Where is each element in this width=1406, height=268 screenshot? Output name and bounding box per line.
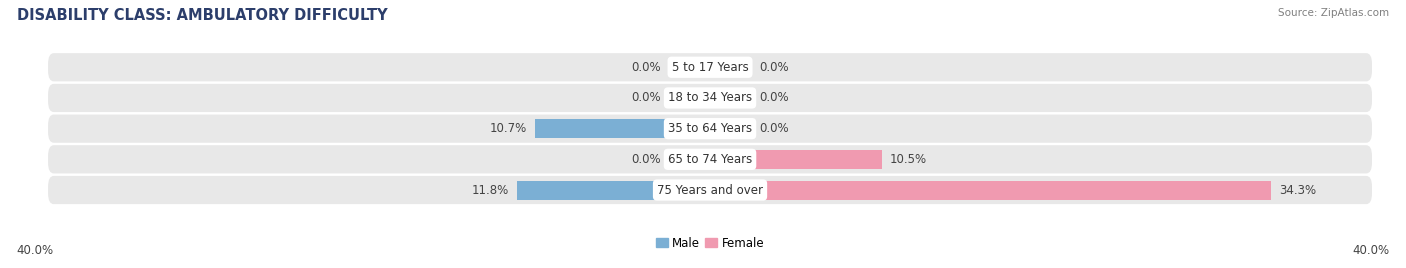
FancyBboxPatch shape	[48, 145, 1372, 173]
FancyBboxPatch shape	[48, 53, 1372, 81]
Bar	[669, 88, 710, 107]
Bar	[710, 58, 751, 77]
Bar	[517, 181, 710, 200]
Text: 0.0%: 0.0%	[631, 61, 661, 74]
Legend: Male, Female: Male, Female	[651, 232, 769, 255]
Text: Source: ZipAtlas.com: Source: ZipAtlas.com	[1278, 8, 1389, 18]
FancyBboxPatch shape	[48, 114, 1372, 143]
Text: DISABILITY CLASS: AMBULATORY DIFFICULTY: DISABILITY CLASS: AMBULATORY DIFFICULTY	[17, 8, 388, 23]
Text: 75 Years and over: 75 Years and over	[657, 184, 763, 196]
Bar	[710, 181, 1271, 200]
Text: 0.0%: 0.0%	[631, 91, 661, 105]
Text: 40.0%: 40.0%	[17, 244, 53, 257]
Text: 0.0%: 0.0%	[759, 61, 789, 74]
Text: 0.0%: 0.0%	[631, 153, 661, 166]
Text: 18 to 34 Years: 18 to 34 Years	[668, 91, 752, 105]
Text: 65 to 74 Years: 65 to 74 Years	[668, 153, 752, 166]
Text: 10.7%: 10.7%	[489, 122, 527, 135]
Bar	[710, 119, 751, 138]
Bar	[536, 119, 710, 138]
Text: 11.8%: 11.8%	[472, 184, 509, 196]
Text: 0.0%: 0.0%	[759, 91, 789, 105]
Text: 0.0%: 0.0%	[759, 122, 789, 135]
Text: 10.5%: 10.5%	[890, 153, 927, 166]
Text: 5 to 17 Years: 5 to 17 Years	[672, 61, 748, 74]
Text: 35 to 64 Years: 35 to 64 Years	[668, 122, 752, 135]
Text: 34.3%: 34.3%	[1279, 184, 1316, 196]
FancyBboxPatch shape	[48, 84, 1372, 112]
Bar	[669, 58, 710, 77]
Bar	[710, 150, 882, 169]
Bar	[669, 150, 710, 169]
Text: 40.0%: 40.0%	[1353, 244, 1389, 257]
Bar	[710, 88, 751, 107]
FancyBboxPatch shape	[48, 176, 1372, 204]
